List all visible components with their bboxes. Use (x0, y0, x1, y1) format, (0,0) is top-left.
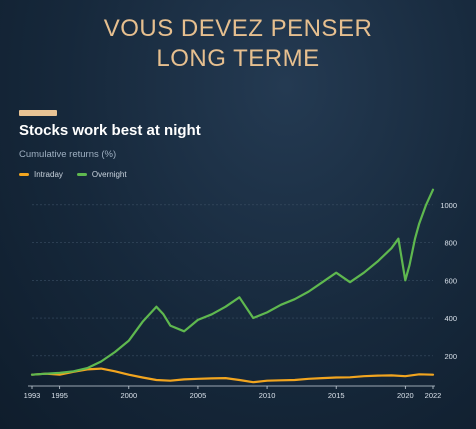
y-tick-label-400: 400 (444, 314, 457, 323)
x-tick-label-2010: 2010 (259, 391, 276, 400)
legend-swatch-overnight (76, 173, 87, 176)
legend-label-intraday: Intraday (34, 170, 63, 179)
chart-subtitle: Cumulative returns (%) (19, 149, 117, 160)
headline-line-2: LONG TERME (156, 45, 320, 72)
y-tick-label-600: 600 (444, 276, 457, 285)
y-tick-label-1000: 1000 (440, 201, 457, 210)
y-tick-label-200: 200 (444, 352, 457, 361)
x-tick-label-2020: 2020 (397, 391, 414, 400)
x-tick-label-2005: 2005 (190, 391, 207, 400)
legend-label-overnight: Overnight (91, 170, 127, 179)
legend: Intraday Overnight (19, 170, 141, 179)
y-tick-label-800: 800 (444, 239, 457, 248)
x-tick-label-2000: 2000 (120, 391, 137, 400)
x-tick-label-1993: 1993 (24, 391, 41, 400)
legend-item-intraday: Intraday (19, 170, 63, 179)
accent-bar (19, 110, 57, 116)
x-tick-label-2015: 2015 (328, 391, 345, 400)
series-line-intraday (30, 367, 435, 384)
legend-item-overnight: Overnight (76, 170, 127, 179)
legend-swatch-intraday (19, 173, 29, 176)
x-tick-label-1995: 1995 (51, 391, 68, 400)
headline: VOUS DEVEZ PENSER LONG TERME (0, 14, 476, 74)
series-line-overnight (30, 188, 435, 376)
headline-line-1: VOUS DEVEZ PENSER (103, 15, 373, 42)
x-tick-label-2022: 2022 (425, 391, 442, 400)
chart-title: Stocks work best at night (19, 122, 201, 139)
